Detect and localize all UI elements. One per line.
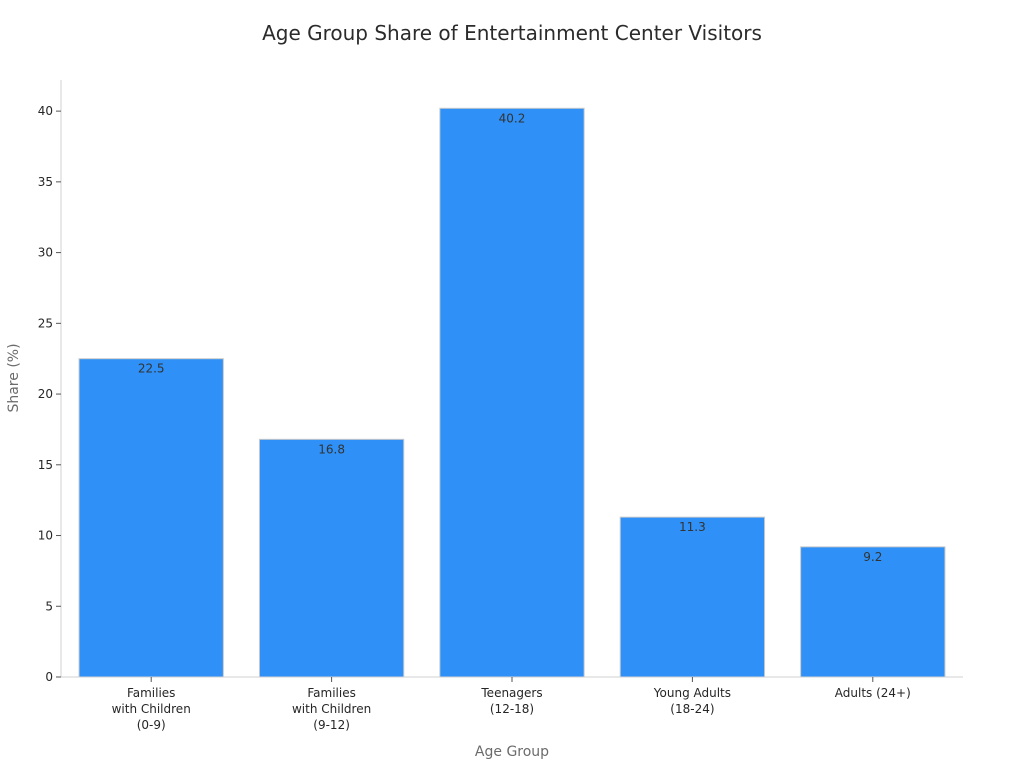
x-tick-label: Adults (24+) — [835, 686, 911, 700]
y-axis: 0 5 10 15 20 25 30 35 40 — [38, 80, 62, 684]
bar — [439, 107, 585, 678]
bar — [619, 516, 766, 678]
bar — [258, 438, 405, 678]
y-tick-label: 30 — [38, 246, 53, 260]
x-tick-label: Teenagers (12-18) — [480, 686, 542, 716]
bar — [800, 546, 946, 678]
x-axis-title: Age Group — [475, 744, 549, 760]
data-label: 16.8 — [318, 442, 345, 456]
data-label: 9.2 — [863, 550, 882, 564]
x-tick-label: Families with Children (9-12) — [292, 686, 371, 732]
y-axis-title: Share (%) — [6, 343, 22, 412]
x-tick-label: Young Adults (18-24) — [653, 686, 731, 716]
data-label: 22.5 — [138, 362, 165, 376]
y-tick-label: 20 — [38, 387, 53, 401]
data-label: 11.3 — [679, 520, 706, 534]
x-axis: Families with Children (0-9) Families with C… — [61, 676, 963, 732]
y-tick-label: 10 — [38, 529, 53, 543]
y-tick-label: 25 — [38, 316, 53, 330]
x-tick-label: Families with Children (0-9) — [112, 686, 191, 732]
chart-title: Age Group Share of Entertainment Center … — [262, 21, 762, 45]
y-tick-label: 15 — [38, 458, 53, 472]
data-label: 40.2 — [499, 111, 526, 125]
data-labels: 22.5 16.8 40.2 11.3 9.2 — [138, 111, 883, 564]
y-tick-label: 35 — [38, 175, 53, 189]
y-tick-label: 40 — [38, 104, 53, 118]
bar — [78, 358, 224, 678]
y-tick-label: 5 — [45, 599, 53, 613]
bars — [78, 107, 946, 678]
y-tick-label: 0 — [45, 670, 53, 684]
